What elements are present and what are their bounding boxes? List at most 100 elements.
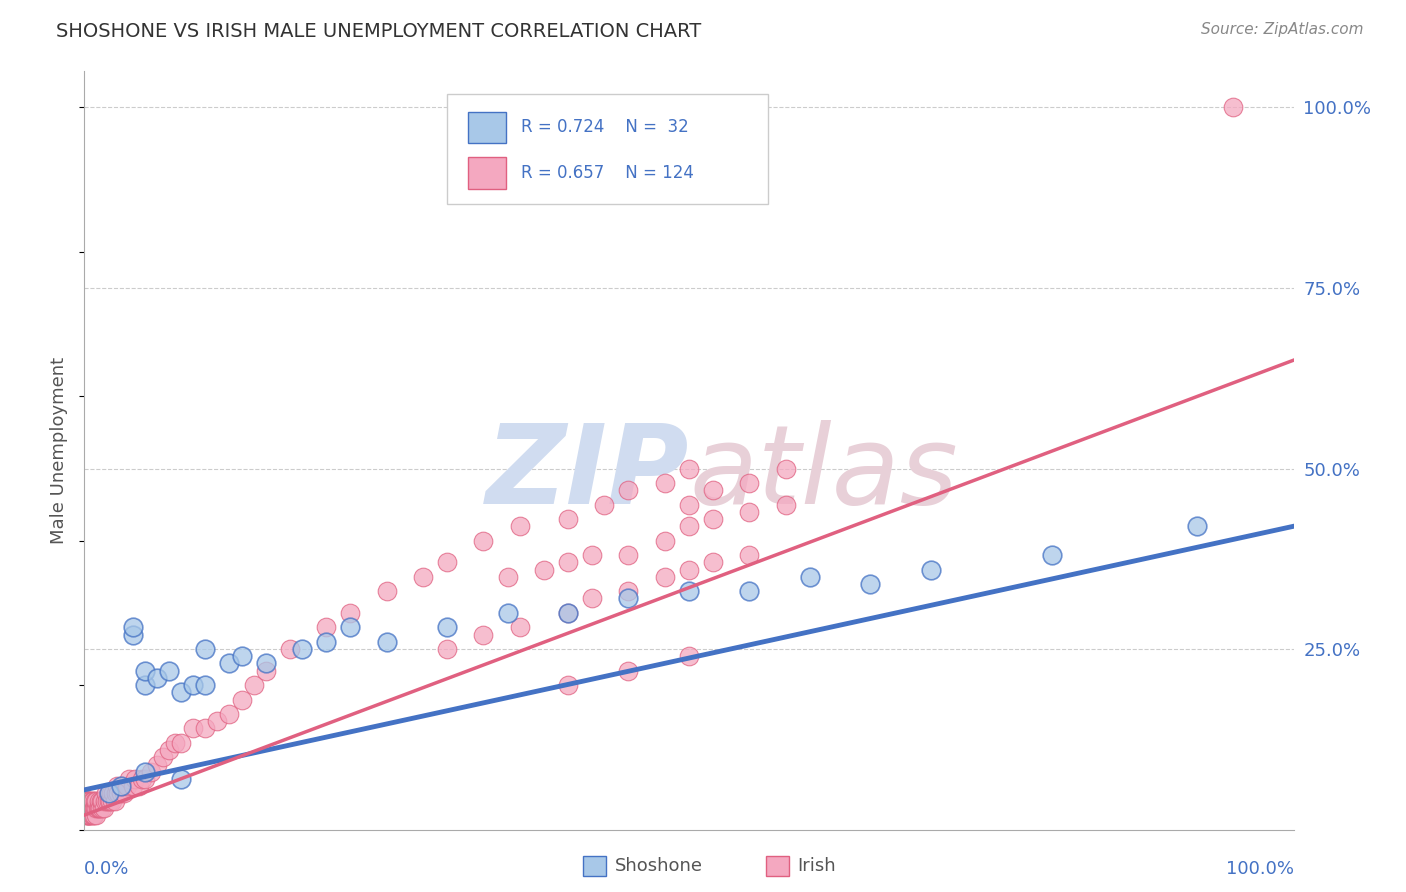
Point bbox=[82, 794, 104, 808]
Point bbox=[799, 570, 821, 584]
Point bbox=[278, 642, 301, 657]
Point bbox=[678, 649, 700, 664]
Point bbox=[291, 642, 314, 657]
Point bbox=[375, 584, 398, 599]
Point bbox=[93, 801, 115, 815]
Point bbox=[107, 787, 129, 801]
Point bbox=[134, 772, 156, 786]
Point bbox=[86, 801, 108, 815]
Point bbox=[86, 801, 108, 815]
Point bbox=[254, 664, 277, 678]
Point bbox=[77, 808, 100, 822]
Point bbox=[75, 808, 97, 822]
Point bbox=[436, 642, 458, 657]
Point bbox=[76, 801, 98, 815]
Point bbox=[654, 533, 676, 548]
Point bbox=[94, 787, 117, 801]
Point bbox=[593, 498, 616, 512]
Point bbox=[181, 678, 204, 692]
Text: Shoshone: Shoshone bbox=[614, 857, 703, 875]
Point bbox=[77, 794, 100, 808]
Point bbox=[496, 606, 519, 620]
Point bbox=[207, 714, 229, 729]
Point bbox=[110, 779, 132, 793]
Point bbox=[436, 620, 458, 634]
Point bbox=[84, 801, 107, 815]
Point bbox=[617, 483, 640, 498]
Point bbox=[75, 794, 97, 808]
Point bbox=[77, 808, 100, 822]
Point bbox=[702, 483, 724, 498]
Point bbox=[254, 657, 277, 671]
Point bbox=[101, 794, 124, 808]
Point bbox=[218, 657, 240, 671]
Text: R = 0.657    N = 124: R = 0.657 N = 124 bbox=[520, 164, 693, 182]
Point bbox=[412, 570, 434, 584]
Point bbox=[678, 498, 700, 512]
Point bbox=[76, 808, 98, 822]
Point bbox=[472, 627, 495, 641]
Point bbox=[157, 664, 180, 678]
Point bbox=[702, 555, 724, 569]
Point bbox=[170, 685, 193, 699]
Point bbox=[146, 671, 169, 685]
Text: Irish: Irish bbox=[797, 857, 835, 875]
Point bbox=[134, 664, 156, 678]
Point bbox=[112, 787, 135, 801]
Text: ZIP: ZIP bbox=[485, 420, 689, 526]
Point bbox=[678, 563, 700, 577]
Point bbox=[139, 764, 162, 779]
Point bbox=[557, 678, 579, 692]
Point bbox=[181, 722, 204, 736]
Point bbox=[77, 808, 100, 822]
Point bbox=[231, 692, 253, 706]
Point bbox=[702, 512, 724, 526]
Text: SHOSHONE VS IRISH MALE UNEMPLOYMENT CORRELATION CHART: SHOSHONE VS IRISH MALE UNEMPLOYMENT CORR… bbox=[56, 22, 702, 41]
Point bbox=[77, 794, 100, 808]
Point bbox=[194, 722, 217, 736]
Point bbox=[678, 461, 700, 475]
Text: R = 0.724    N =  32: R = 0.724 N = 32 bbox=[520, 119, 689, 136]
Point bbox=[77, 808, 100, 822]
Point bbox=[496, 570, 519, 584]
Point bbox=[128, 779, 150, 793]
Bar bbox=[468, 112, 506, 144]
Point bbox=[77, 801, 100, 815]
Point bbox=[581, 548, 603, 562]
FancyBboxPatch shape bbox=[447, 95, 768, 204]
Point bbox=[105, 779, 128, 793]
Point bbox=[97, 787, 120, 801]
Point bbox=[82, 808, 104, 822]
Point bbox=[678, 519, 700, 533]
Y-axis label: Male Unemployment: Male Unemployment bbox=[51, 357, 69, 544]
Point bbox=[678, 584, 700, 599]
Point bbox=[76, 794, 98, 808]
Point bbox=[83, 808, 105, 822]
Point bbox=[98, 794, 121, 808]
Point bbox=[617, 591, 640, 606]
Point bbox=[86, 808, 108, 822]
Point bbox=[146, 757, 169, 772]
Point bbox=[87, 801, 110, 815]
Point bbox=[170, 736, 193, 750]
Point bbox=[557, 512, 579, 526]
Point bbox=[121, 779, 143, 793]
Point bbox=[1040, 548, 1063, 562]
Point bbox=[472, 533, 495, 548]
Point bbox=[920, 563, 942, 577]
Point bbox=[218, 706, 240, 721]
Point bbox=[557, 606, 579, 620]
Point bbox=[121, 620, 143, 634]
Point bbox=[89, 801, 111, 815]
Point bbox=[79, 808, 101, 822]
Point bbox=[96, 794, 118, 808]
Point bbox=[79, 801, 101, 815]
Text: 0.0%: 0.0% bbox=[84, 860, 129, 878]
Point bbox=[86, 794, 108, 808]
Point bbox=[1222, 100, 1244, 114]
Point bbox=[77, 801, 100, 815]
Point bbox=[315, 635, 337, 649]
Point bbox=[738, 475, 761, 490]
Point bbox=[77, 801, 100, 815]
Point bbox=[91, 794, 114, 808]
